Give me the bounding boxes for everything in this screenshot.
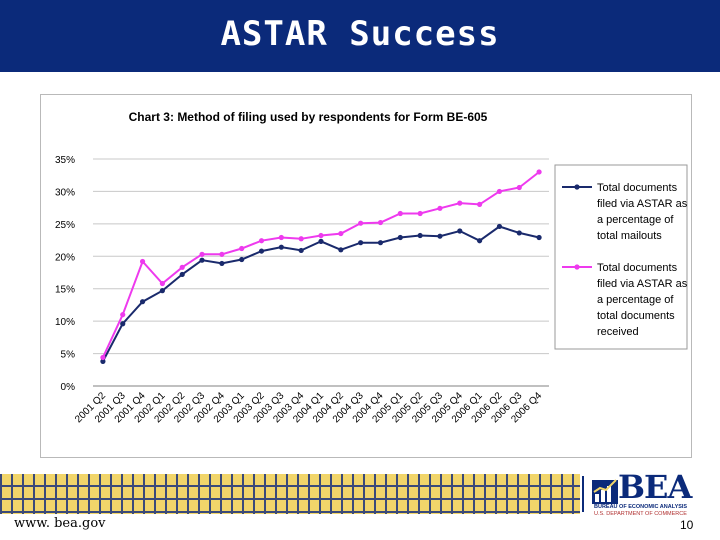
data-point (318, 238, 324, 244)
data-point (258, 238, 265, 244)
data-point (179, 271, 185, 278)
data-point (338, 247, 344, 253)
data-point (100, 358, 106, 364)
y-tick-label: 20% (55, 252, 75, 263)
data-point (120, 321, 126, 327)
legend-label: filed via ASTAR as (597, 198, 688, 210)
legend-box (554, 164, 688, 350)
legend-label: a percentage of (597, 214, 674, 226)
logo-subtitle-department: U.S. DEPARTMENT OF COMMERCE (594, 511, 687, 517)
y-tick-label: 5% (61, 350, 76, 361)
legend-label: total documents (597, 310, 675, 322)
y-tick-label: 35% (55, 155, 75, 166)
data-point (457, 200, 463, 206)
data-point (536, 169, 542, 175)
data-point (516, 230, 522, 236)
data-point (397, 234, 403, 241)
y-tick-label: 15% (55, 285, 75, 296)
data-point (100, 354, 106, 361)
data-point (139, 258, 146, 265)
slide-title: ASTAR Success (220, 14, 500, 54)
chart-frame: Chart 3: Method of filing used by respon… (40, 94, 692, 458)
legend-label: Total documents (597, 182, 678, 194)
data-point (159, 288, 165, 294)
data-point (318, 232, 324, 239)
page-number: 10 (680, 518, 694, 532)
chart-title: Chart 3: Method of filing used by respon… (129, 110, 488, 124)
y-tick-label: 25% (55, 220, 75, 231)
data-point (298, 247, 304, 254)
logo-subtitle-bureau: BUREAU OF ECONOMIC ANALYSIS (594, 504, 688, 510)
data-point (496, 188, 503, 195)
logo-divider (582, 476, 584, 512)
legend-swatch-marker (574, 184, 580, 190)
legend-swatch-marker (574, 264, 580, 270)
title-bar: ASTAR Success (0, 0, 720, 72)
data-point (397, 210, 403, 217)
data-point (298, 236, 304, 242)
data-point (516, 184, 522, 191)
data-point (120, 312, 126, 318)
decorative-grid-strip (0, 474, 580, 514)
data-point (159, 280, 165, 287)
data-point (199, 251, 205, 257)
data-point (358, 220, 364, 226)
data-point (477, 201, 483, 207)
data-point (278, 244, 284, 250)
y-tick-label: 10% (55, 317, 75, 328)
data-point (338, 230, 344, 237)
data-point (358, 240, 364, 246)
data-point (496, 223, 503, 230)
legend-label: received (597, 326, 639, 338)
data-point (219, 260, 225, 267)
data-point (199, 257, 205, 263)
data-point (437, 233, 443, 239)
data-point (239, 245, 245, 252)
data-point (417, 232, 423, 239)
data-point (536, 234, 542, 241)
y-tick-label: 30% (55, 187, 75, 198)
data-point (179, 264, 185, 270)
series-line-2 (101, 171, 540, 358)
data-point (457, 228, 463, 234)
data-point (437, 205, 443, 211)
series-line-1 (102, 225, 540, 362)
data-point (417, 210, 423, 217)
bea-logo: BEA BUREAU OF ECONOMIC ANALYSIS U.S. DEP… (580, 470, 704, 518)
data-point (139, 299, 146, 305)
data-point (477, 238, 483, 244)
legend-label: total mailouts (597, 230, 662, 242)
footer-url[interactable]: www. bea.gov (14, 516, 106, 531)
data-point (239, 256, 245, 263)
legend-label: a percentage of (597, 294, 674, 306)
data-point (377, 240, 384, 246)
data-point (278, 234, 284, 241)
y-tick-label: 0% (61, 382, 76, 393)
data-point (377, 219, 384, 226)
line-chart: Chart 3: Method of filing used by respon… (55, 110, 688, 425)
bar-chart-icon (592, 479, 618, 504)
data-point (219, 251, 225, 257)
legend-label: Total documents (597, 262, 678, 274)
data-point (258, 248, 265, 254)
legend-label: filed via ASTAR as (597, 278, 688, 290)
logo-name: BEA (618, 468, 692, 506)
